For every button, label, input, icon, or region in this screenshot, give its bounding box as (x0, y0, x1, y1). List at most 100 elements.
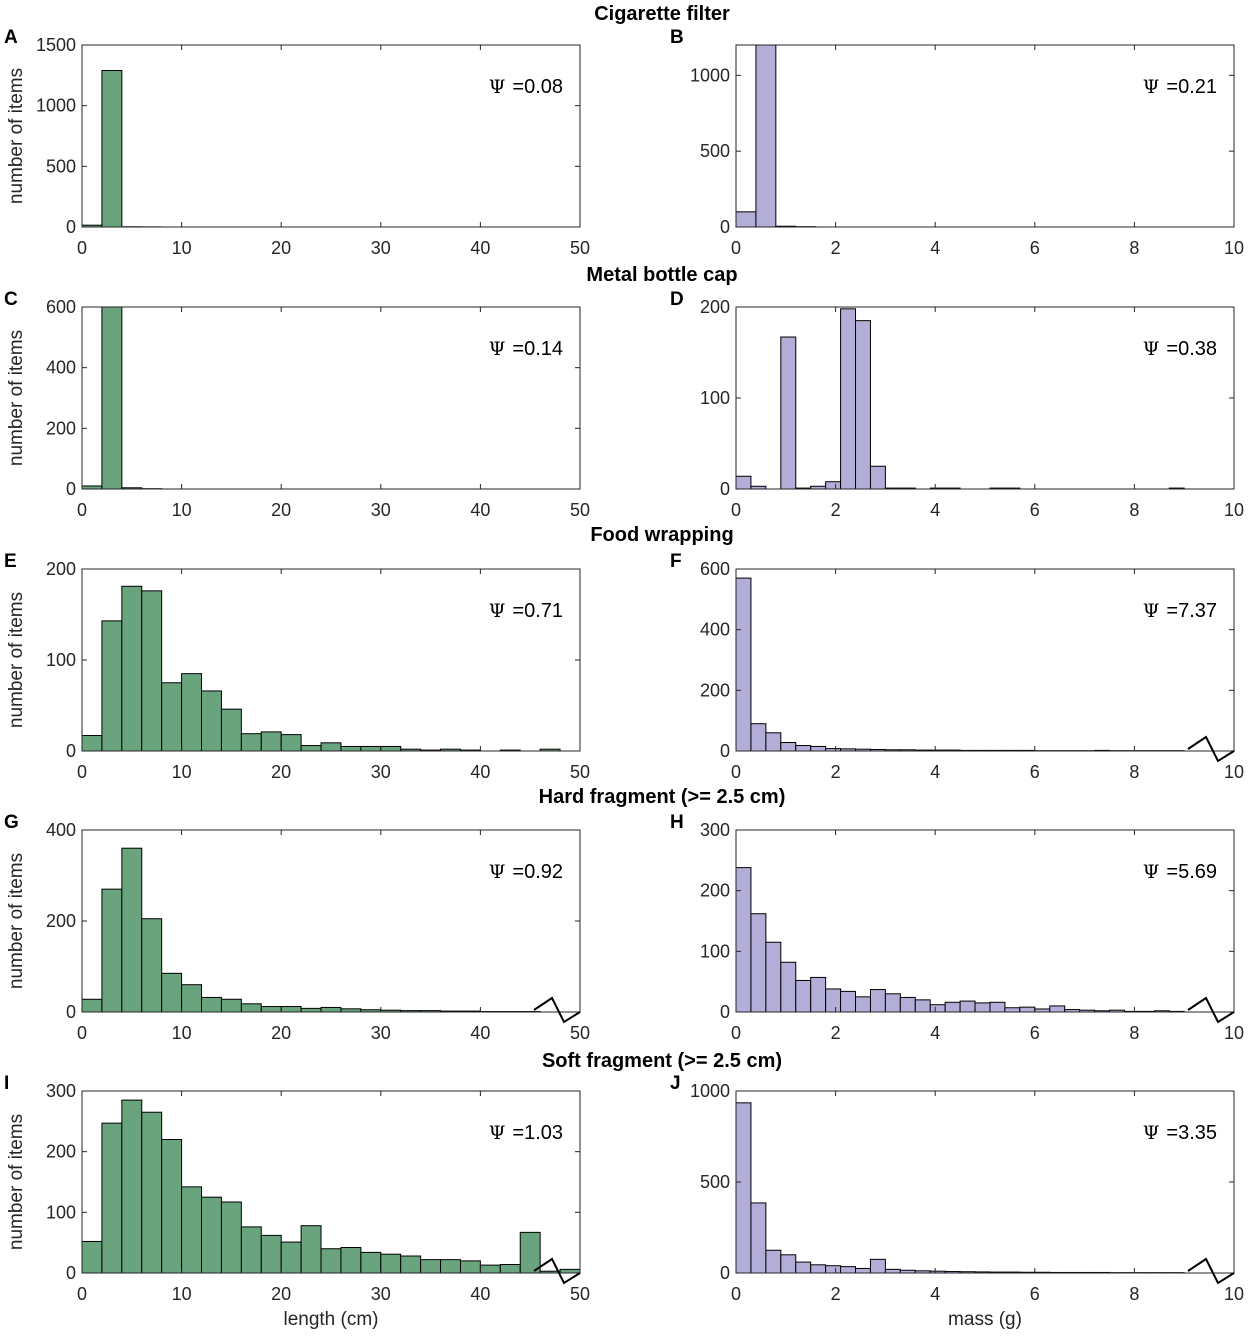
histogram-bar (780, 961, 797, 1013)
histogram-bar (121, 1099, 143, 1274)
histogram-bar (280, 1241, 302, 1274)
histogram-bar (101, 1122, 123, 1274)
histogram-bar (240, 733, 262, 752)
y-tick-label: 600 (46, 297, 76, 317)
x-tick-label: 20 (271, 238, 291, 258)
panel-letter: D (670, 289, 684, 310)
histogram-bar (201, 690, 222, 752)
row-title: Cigarette filter (594, 3, 730, 25)
x-tick-label: 20 (271, 1284, 291, 1304)
y-tick-label: 100 (46, 1202, 76, 1222)
x-tick-label: 6 (1030, 1284, 1040, 1304)
y-tick-label: 1000 (36, 96, 76, 116)
histogram-bar (81, 735, 103, 752)
psi-value: =3.35 (1166, 1122, 1217, 1144)
axes-box (81, 1090, 581, 1274)
psi-annotation: Ψ =0.92 (489, 861, 563, 883)
histogram-bar (201, 1196, 222, 1274)
x-tick-label: 30 (371, 238, 391, 258)
x-tick-label: 6 (1030, 500, 1040, 520)
histogram-bar (220, 998, 242, 1013)
axes-box (81, 44, 581, 228)
row-title: Hard fragment (>= 2.5 cm) (539, 786, 786, 808)
histogram-bar (840, 308, 857, 490)
x-tick-label: 8 (1129, 500, 1139, 520)
y-tick-label: 500 (700, 1172, 730, 1192)
histogram-bar (300, 745, 322, 752)
x-tick-label: 10 (1224, 1284, 1244, 1304)
x-tick-label: 2 (831, 1023, 841, 1043)
x-tick-label: 0 (731, 500, 741, 520)
axes-box (735, 306, 1235, 490)
histogram-bar (400, 1255, 422, 1274)
row-title: Metal bottle cap (586, 264, 737, 286)
psi-value: =1.03 (512, 1122, 563, 1144)
histogram-bar (810, 745, 827, 752)
histogram-bar (300, 1225, 322, 1274)
x-tick-label: 6 (1030, 1023, 1040, 1043)
axes-box (81, 306, 581, 490)
x-tick-label: 40 (470, 1284, 490, 1304)
y-tick-label: 0 (66, 1002, 76, 1022)
histogram-bar (755, 44, 777, 228)
histogram-bar (735, 1102, 752, 1274)
panel-letter: A (4, 27, 18, 48)
histogram-bar (340, 1247, 362, 1274)
histogram-bar (141, 1111, 163, 1274)
histogram-bar (765, 1249, 782, 1274)
histogram-bar (855, 996, 871, 1013)
histogram-bar (360, 1251, 382, 1274)
histogram-bar (201, 996, 222, 1013)
histogram-bar (181, 1186, 203, 1274)
psi-annotation: Ψ =0.71 (489, 600, 563, 622)
histogram-bar (101, 620, 123, 752)
histogram-bar (101, 306, 123, 490)
bars (735, 308, 1185, 490)
x-tick-label: 0 (77, 1284, 87, 1304)
histogram-bar (141, 918, 163, 1013)
y-tick-label: 100 (700, 388, 730, 408)
panel-letter: C (4, 289, 18, 310)
histogram-bar (260, 1006, 282, 1013)
x-tick-label: 10 (172, 1284, 192, 1304)
x-tick-label: 2 (831, 238, 841, 258)
histogram-bar (929, 1004, 946, 1013)
axis-break-mark (1187, 1257, 1235, 1285)
y-axis-label: number of items (6, 592, 27, 728)
histogram-bar (81, 1240, 103, 1274)
bars (735, 867, 1185, 1013)
x-axis-label: length (cm) (283, 1309, 378, 1330)
histogram-bar (1049, 1005, 1066, 1013)
psi-symbol: Ψ (1143, 600, 1160, 622)
histogram-bar (840, 1266, 857, 1274)
psi-annotation: Ψ =5.69 (1143, 861, 1217, 883)
y-tick-label: 200 (700, 680, 730, 700)
histogram-bar (780, 336, 797, 490)
histogram-bar (795, 979, 812, 1013)
x-tick-label: 10 (172, 762, 192, 782)
row-titles: Cigarette filter Metal bottle cap Food wra… (539, 3, 786, 1072)
y-tick-label: 500 (46, 156, 76, 176)
row-title: Food wrapping (590, 524, 733, 546)
x-tick-label: 50 (570, 238, 590, 258)
y-tick-label: 0 (66, 1263, 76, 1283)
psi-symbol: Ψ (489, 76, 506, 98)
psi-annotation: Ψ =0.14 (489, 338, 563, 360)
x-tick-label: 4 (930, 1284, 940, 1304)
x-tick-label: 30 (371, 762, 391, 782)
histogram-bar (340, 745, 362, 752)
psi-annotation: Ψ =0.21 (1143, 76, 1217, 98)
histogram-bar (855, 1267, 871, 1274)
histogram-bar (765, 732, 782, 752)
histogram-bar (914, 999, 931, 1013)
y-tick-label: 0 (66, 741, 76, 761)
histogram-bar (780, 742, 797, 752)
histogram-bar (765, 941, 782, 1013)
x-tick-label: 2 (831, 762, 841, 782)
bars (735, 1102, 1185, 1274)
x-tick-label: 20 (271, 762, 291, 782)
y-tick-label: 400 (46, 820, 76, 840)
histogram-bar (320, 1248, 342, 1274)
